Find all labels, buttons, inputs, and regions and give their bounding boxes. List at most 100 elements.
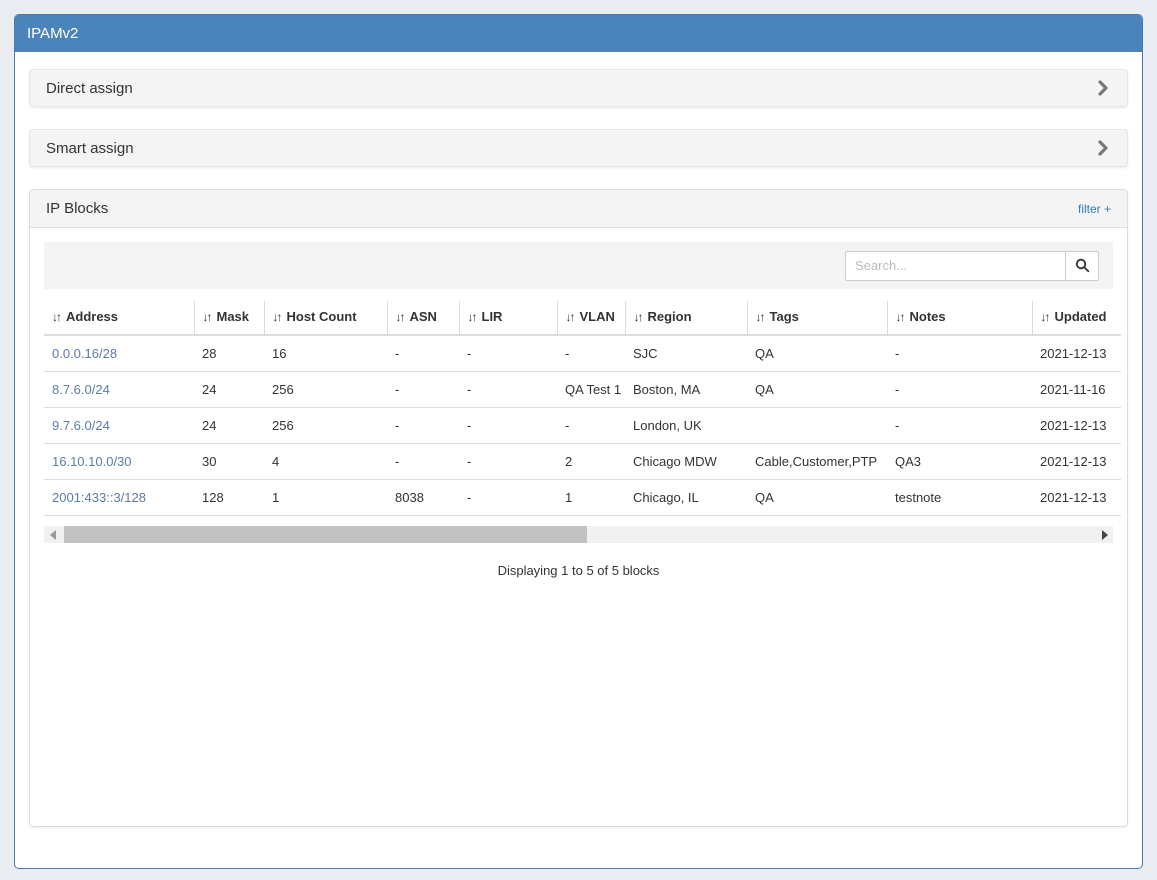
sort-icon: ↓↑	[895, 310, 906, 324]
direct-assign-panel-header[interactable]: Direct assign	[29, 69, 1128, 107]
column-header-region[interactable]: ↓↑ Region	[624, 301, 747, 336]
search-group	[845, 250, 1099, 281]
cell-updated: 2021-12-13	[1032, 335, 1121, 372]
smart-assign-label: Smart assign	[46, 139, 134, 157]
ip-blocks-table: ↓↑ Address ↓↑ Mask ↓↑ Host Count ↓↑ ASN ↓↑ LIR ↓↑ V…	[44, 301, 1121, 516]
column-label: Updated	[1054, 309, 1107, 324]
cell-notes: testnote	[887, 479, 1032, 516]
table-row: 9.7.6.0/24 24 256- - - London, UK -2021-12-13	[44, 407, 1121, 444]
cell-mask: 30	[194, 443, 264, 480]
cell-vlan: 1	[557, 479, 625, 516]
sort-icon: ↓↑	[1040, 310, 1051, 324]
column-header-notes[interactable]: ↓↑ Notes	[886, 301, 1032, 336]
sort-icon: ↓↑	[395, 310, 406, 324]
search-button[interactable]	[1065, 250, 1099, 281]
column-label: Notes	[909, 309, 946, 324]
ip-blocks-title: IP Blocks	[46, 200, 109, 217]
cell-vlan: -	[557, 335, 625, 372]
sort-icon: ↓↑	[52, 310, 62, 324]
cell-updated: 2021-12-13	[1032, 443, 1121, 480]
search-bar	[44, 242, 1113, 289]
filter-toggle-link[interactable]: filter +	[1077, 201, 1111, 216]
cell-host-count: 256	[264, 407, 387, 444]
column-header-asn[interactable]: ↓↑ ASN	[386, 301, 459, 336]
cell-tags: QA	[747, 335, 887, 372]
cell-mask: 24	[194, 371, 264, 408]
sort-icon: ↓↑	[467, 310, 478, 324]
app-title: IPAMv2	[27, 25, 79, 42]
cell-host-count: 1	[264, 479, 387, 516]
cell-lir: -	[459, 443, 557, 480]
table-row: 0.0.0.16/28 28 16- - - SJC QA -2021-12-13	[44, 335, 1121, 372]
ip-address-link[interactable]: 16.10.10.0/30	[52, 454, 132, 469]
search-input[interactable]	[845, 250, 1065, 281]
cell-lir: -	[459, 407, 557, 444]
cell-vlan: QA Test 1	[557, 371, 625, 408]
sort-icon: ↓↑	[633, 310, 644, 324]
cell-tags: Cable,Customer,PTP	[747, 443, 887, 480]
column-header-mask[interactable]: ↓↑ Mask	[193, 301, 264, 336]
cell-tags: QA	[747, 479, 887, 516]
cell-notes: -	[887, 407, 1032, 444]
column-header-vlan[interactable]: ↓↑ VLAN	[556, 301, 625, 336]
ip-address-link[interactable]: 2001:433::3/128	[52, 490, 146, 505]
cell-updated: 2021-12-13	[1032, 479, 1121, 516]
scroll-right-arrow-icon[interactable]	[1096, 526, 1113, 543]
ip-blocks-panel: IP Blocks filter +	[29, 189, 1128, 827]
cell-tags: QA	[747, 371, 887, 408]
cell-host-count: 16	[264, 335, 387, 372]
ip-blocks-panel-body: ↓↑Address↓↑Mask↓↑Host Count↓↑ASN↓↑LIR↓↑V…	[30, 228, 1127, 592]
cell-region: London, UK	[625, 407, 747, 444]
cell-notes: -	[887, 335, 1032, 372]
scroll-left-arrow-icon[interactable]	[44, 526, 61, 543]
search-icon	[1075, 258, 1090, 273]
table-row: 8.7.6.0/24 24 256- - QA Test 1 Boston, MA QA -2…	[44, 371, 1121, 408]
cell-lir: -	[459, 479, 557, 516]
cell-address: 16.10.10.0/30	[44, 443, 194, 480]
cell-address: 8.7.6.0/24	[44, 371, 194, 408]
smart-assign-panel-header[interactable]: Smart assign	[29, 129, 1128, 167]
cell-mask: 24	[194, 407, 264, 444]
table-header-row: ↓↑ Address ↓↑ Mask ↓↑ Host Count ↓↑ ASN ↓↑ LIR ↓↑ V…	[44, 301, 1121, 336]
table-summary: Displaying 1 to 5 of 5 blocks	[497, 563, 660, 578]
cell-notes: QA3	[887, 443, 1032, 480]
column-header-host-count[interactable]: ↓↑ Host Count	[263, 301, 387, 336]
cell-asn: -	[387, 371, 459, 408]
cell-region: Chicago MDW	[625, 443, 747, 480]
app-title-bar: IPAMv2	[15, 15, 1142, 52]
cell-notes: -	[887, 371, 1032, 408]
column-label: Tags	[769, 309, 799, 324]
ip-address-link[interactable]: 8.7.6.0/24	[52, 382, 110, 397]
cell-asn: -	[387, 335, 459, 372]
horizontal-scrollbar[interactable]	[44, 526, 1113, 543]
column-header-address[interactable]: ↓↑ Address	[44, 301, 194, 336]
cell-region: Boston, MA	[625, 371, 747, 408]
column-label: Mask	[216, 309, 250, 324]
cell-region: Chicago, IL	[625, 479, 747, 516]
column-label: Address	[66, 309, 119, 324]
column-label: LIR	[481, 309, 503, 324]
cell-host-count: 256	[264, 371, 387, 408]
cell-host-count: 4	[264, 443, 387, 480]
cell-lir: -	[459, 371, 557, 408]
column-label: VLAN	[579, 309, 615, 324]
ip-address-link[interactable]: 9.7.6.0/24	[52, 418, 110, 433]
sort-icon: ↓↑	[755, 310, 766, 324]
column-header-tags[interactable]: ↓↑ Tags	[746, 301, 887, 336]
sort-icon: ↓↑	[565, 310, 576, 324]
column-header-lir[interactable]: ↓↑ LIR	[458, 301, 557, 336]
column-header-updated[interactable]: ↓↑ Updated	[1031, 301, 1121, 336]
sort-icon: ↓↑	[272, 310, 283, 324]
cell-tags	[747, 407, 887, 444]
column-label: Host Count	[286, 309, 357, 324]
ip-address-link[interactable]: 0.0.0.16/28	[52, 346, 118, 361]
scrollbar-thumb[interactable]	[64, 526, 587, 543]
cell-region: SJC	[625, 335, 747, 372]
ip-blocks-panel-header: IP Blocks filter +	[30, 190, 1127, 228]
cell-address: 0.0.0.16/28	[44, 335, 194, 372]
column-label: Region	[647, 309, 692, 324]
cell-asn: -	[387, 407, 459, 444]
cell-updated: 2021-12-13	[1032, 407, 1121, 444]
column-label: ASN	[409, 309, 437, 324]
chevron-right-icon	[1097, 80, 1109, 96]
